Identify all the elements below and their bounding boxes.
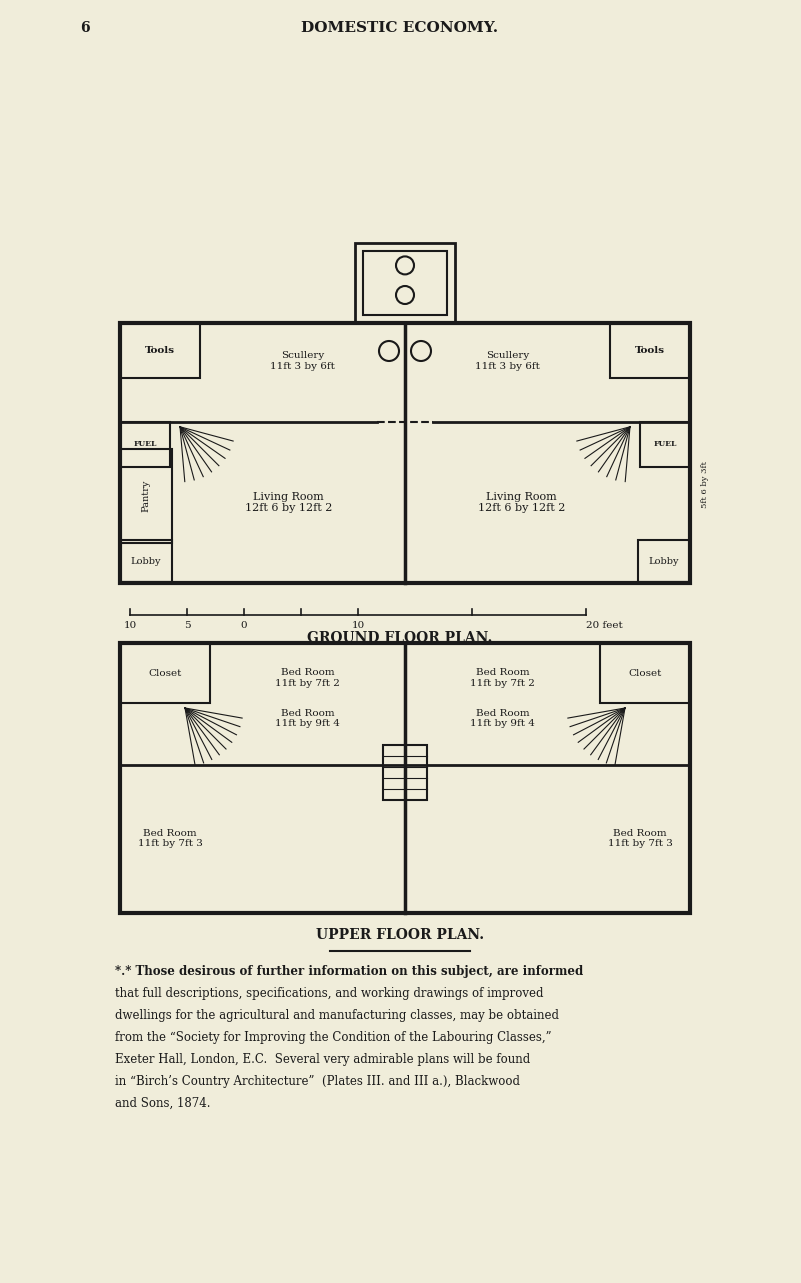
Text: in “Birch’s Country Architecture”  (Plates III. and III a.), Blackwood: in “Birch’s Country Architecture” (Plate… [115,1075,520,1088]
Text: Tools: Tools [635,346,665,355]
Text: Scullery
11ft 3 by 6ft: Scullery 11ft 3 by 6ft [475,352,540,371]
Bar [120,540,172,582]
Text: GROUND FLOOR PLAN.: GROUND FLOOR PLAN. [308,631,493,645]
Text: Living Room
12ft 6 by 12ft 2: Living Room 12ft 6 by 12ft 2 [478,491,566,513]
Bar [120,643,210,703]
Text: Closet: Closet [148,668,182,677]
Text: Bed Room
11ft by 9ft 4: Bed Room 11ft by 9ft 4 [275,709,340,729]
Text: Bed Room
11ft by 7ft 3: Bed Room 11ft by 7ft 3 [608,829,672,848]
Bar [600,643,690,703]
Text: 5ft 6 by 3ft: 5ft 6 by 3ft [701,461,709,508]
Text: DOMESTIC ECONOMY.: DOMESTIC ECONOMY. [301,21,498,35]
Bar [383,744,427,799]
Text: 10: 10 [352,621,364,630]
Bar [120,449,172,543]
Text: UPPER FLOOR PLAN.: UPPER FLOOR PLAN. [316,928,484,942]
Text: Pantry: Pantry [142,480,151,512]
Text: 6: 6 [80,21,90,35]
Text: and Sons, 1874.: and Sons, 1874. [115,1097,211,1110]
Text: Lobby: Lobby [131,557,161,566]
Bar [120,643,690,913]
Bar [120,323,690,582]
Text: Bed Room
11ft by 7ft 2: Bed Room 11ft by 7ft 2 [275,668,340,688]
Text: Tools: Tools [145,346,175,355]
Text: FUEL: FUEL [133,440,157,448]
Text: dwellings for the agricultural and manufacturing classes, may be obtained: dwellings for the agricultural and manuf… [115,1008,559,1023]
Text: FUEL: FUEL [654,440,677,448]
Bar [120,323,200,378]
Text: Closet: Closet [628,668,662,677]
Text: 0: 0 [240,621,248,630]
Text: 20 feet: 20 feet [586,621,622,630]
Bar [355,242,455,323]
Bar [640,422,690,467]
Bar [638,540,690,582]
Text: Bed Room
11ft by 7ft 3: Bed Room 11ft by 7ft 3 [138,829,203,848]
Text: Lobby: Lobby [649,557,679,566]
Text: 10: 10 [123,621,137,630]
Text: *.* Those desirous of further information on this subject, are informed: *.* Those desirous of further informatio… [115,965,583,978]
Bar [363,251,447,316]
Text: Living Room
12ft 6 by 12ft 2: Living Room 12ft 6 by 12ft 2 [245,491,332,513]
Text: that full descriptions, specifications, and working drawings of improved: that full descriptions, specifications, … [115,987,544,999]
Text: Bed Room
11ft by 9ft 4: Bed Room 11ft by 9ft 4 [470,709,535,729]
Text: 5: 5 [183,621,191,630]
Bar [120,422,170,467]
Text: Scullery
11ft 3 by 6ft: Scullery 11ft 3 by 6ft [270,352,335,371]
Bar [610,323,690,378]
Text: Exeter Hall, London, E.C.  Several very admirable plans will be found: Exeter Hall, London, E.C. Several very a… [115,1053,530,1066]
Text: from the “Society for Improving the Condition of the Labouring Classes,”: from the “Society for Improving the Cond… [115,1032,552,1044]
Text: Bed Room
11ft by 7ft 2: Bed Room 11ft by 7ft 2 [470,668,535,688]
